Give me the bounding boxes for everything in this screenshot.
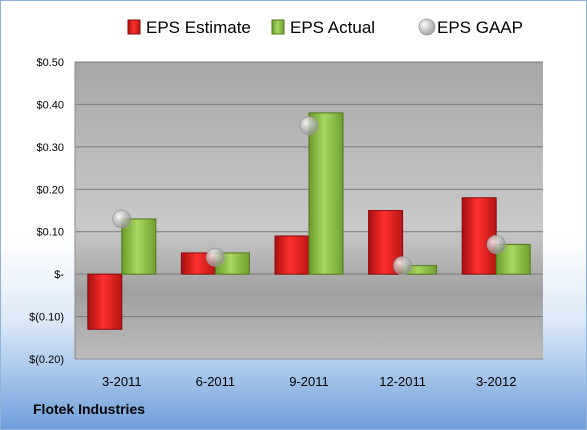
eps-actual-bar [121, 218, 157, 275]
company-name: Flotek Industries [33, 401, 146, 417]
y-tick-label: $0.20 [36, 184, 64, 196]
y-axis-ticks: $0.50 $0.40 $0.30 $0.20 $0.10 $- $(0.10) $(0.20… [29, 57, 64, 366]
legend: EPS Estimate EPS Actual EPS GAAP [127, 18, 523, 37]
x-tick-label: 12-2011 [379, 374, 426, 389]
y-tick-label: $0.30 [36, 142, 64, 154]
eps-gaap-point [205, 247, 225, 267]
eps-gaap-point [299, 116, 319, 136]
x-axis-ticks: 3-2011 6-2011 9-2011 12-2011 3-2012 [102, 374, 516, 389]
bars [87, 112, 531, 330]
x-tick-label: 9-2011 [289, 374, 329, 389]
eps-gaap-point [112, 209, 132, 229]
y-tick-label: $0.10 [36, 227, 64, 239]
legend-swatch [418, 18, 436, 36]
y-tick-label: $0.50 [36, 57, 64, 69]
x-tick-label: 3-2012 [476, 374, 516, 389]
eps-estimate-bar [274, 235, 310, 275]
eps-actual-bar [308, 112, 344, 275]
y-tick-label: $0.40 [36, 99, 64, 111]
legend-label: EPS Estimate [146, 18, 251, 37]
x-tick-label: 6-2011 [196, 374, 236, 389]
legend-label: EPS Actual [290, 18, 375, 37]
y-tick-label: $- [54, 269, 64, 281]
eps-estimate-bar [87, 273, 123, 330]
y-tick-label: $(0.10) [29, 312, 64, 324]
legend-swatch [271, 19, 285, 35]
x-tick-label: 3-2011 [102, 374, 142, 389]
eps-estimate-bar [461, 197, 497, 275]
y-tick-label: $(0.20) [29, 354, 64, 366]
legend-swatch [127, 19, 141, 35]
legend-label: EPS GAAP [437, 18, 523, 37]
eps-gaap-point [393, 256, 413, 276]
eps-gaap-point [486, 235, 506, 254]
gaap-points [112, 116, 506, 276]
